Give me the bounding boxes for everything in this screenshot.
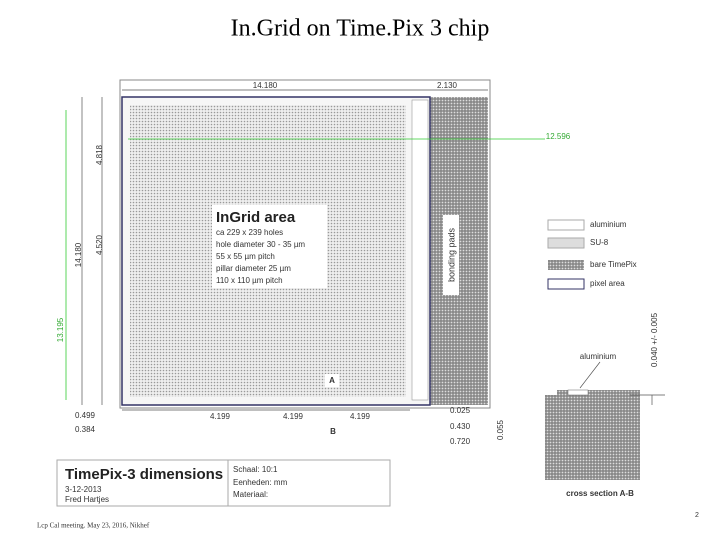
ingrid-line: hole diameter 30 - 35 µm	[216, 240, 305, 249]
label-bg	[325, 374, 339, 387]
section-label: A	[329, 376, 335, 385]
dimension: 0.499	[75, 411, 96, 420]
block-material: Materiaal:	[233, 490, 268, 499]
legend-swatch	[547, 278, 585, 290]
ingrid-box: InGrid area ca 229 x 239 holes hole diame…	[212, 205, 327, 288]
ingrid-title: InGrid area	[216, 209, 296, 226]
bonding-pads-label: bonding pads	[446, 227, 456, 282]
legend-label: SU-8	[590, 238, 609, 247]
block-units: Eenheden: mm	[233, 478, 288, 487]
cross-section: aluminium 0.040 +/- 0.005 cross section …	[545, 312, 665, 498]
dimension: 0.040 +/- 0.005	[650, 312, 659, 367]
dimension: 14.180	[74, 242, 83, 267]
dimension: 14.180	[253, 81, 278, 90]
green-dimension-lines	[65, 110, 545, 400]
dimension: 4.520	[95, 234, 104, 255]
dimension: 0.025	[450, 406, 471, 415]
cross-section-lines	[579, 361, 665, 405]
dimension: 4.199	[350, 412, 371, 421]
ingrid-line: 55 x 55 µm pitch	[216, 252, 275, 261]
dimension: 4.199	[283, 412, 304, 421]
block-date: 3-12-2013	[65, 485, 102, 494]
page-number: 2	[695, 512, 699, 519]
dimension: 0.720	[450, 437, 471, 446]
chip-drawing: 14.180 2.130 12.596 4.818 4.520 14.180 1…	[56, 79, 571, 446]
ingrid-line: ca 229 x 239 holes	[216, 228, 283, 237]
legend-swatch	[548, 260, 584, 270]
legend-label: aluminium	[590, 220, 627, 229]
legend-swatch	[547, 237, 585, 249]
material-label: aluminium	[580, 352, 617, 361]
legend: aluminium SU-8 bare TimePix pixel area	[547, 219, 637, 290]
dimension-lines	[81, 89, 488, 411]
dimension: 12.596	[546, 132, 571, 141]
title-block: TimePix-3 dimensions 3-12-2013 Fred Hart…	[56, 459, 391, 507]
ingrid-line: 110 x 110 µm pitch	[216, 276, 283, 285]
label-bg	[443, 215, 459, 295]
dimension: 2.130	[437, 81, 458, 90]
slide-title: In.Grid on Time.Pix 3 chip	[231, 16, 490, 42]
su8-rim	[411, 99, 429, 401]
dimension: 13.195	[56, 317, 65, 342]
block-scale: Schaal: 10:1	[233, 465, 278, 474]
legend-label: pixel area	[590, 279, 625, 288]
ingrid-line: pillar diameter 25 µm	[216, 264, 291, 273]
dimension: 0.430	[450, 422, 471, 431]
cross-section-body	[545, 390, 640, 480]
legend-swatch	[547, 219, 585, 231]
dimension: 4.818	[95, 144, 104, 165]
title-block-frame	[56, 459, 391, 507]
cross-section-caption: cross section A-B	[566, 489, 634, 498]
dimension: 4.199	[210, 412, 231, 421]
legend-label: bare TimePix	[590, 260, 637, 269]
dimension: 0.055	[496, 419, 505, 440]
block-author: Fred Hartjes	[65, 495, 109, 504]
footer-meeting: Lcp Cal meeting. May 23, 2016, Nikhef	[37, 522, 150, 530]
dimension: 0.384	[75, 425, 96, 434]
aluminium-pad	[567, 389, 589, 396]
ingrid-box-bg	[212, 205, 327, 288]
block-title: TimePix-3 dimensions	[65, 466, 223, 483]
section-label: B	[330, 427, 336, 436]
